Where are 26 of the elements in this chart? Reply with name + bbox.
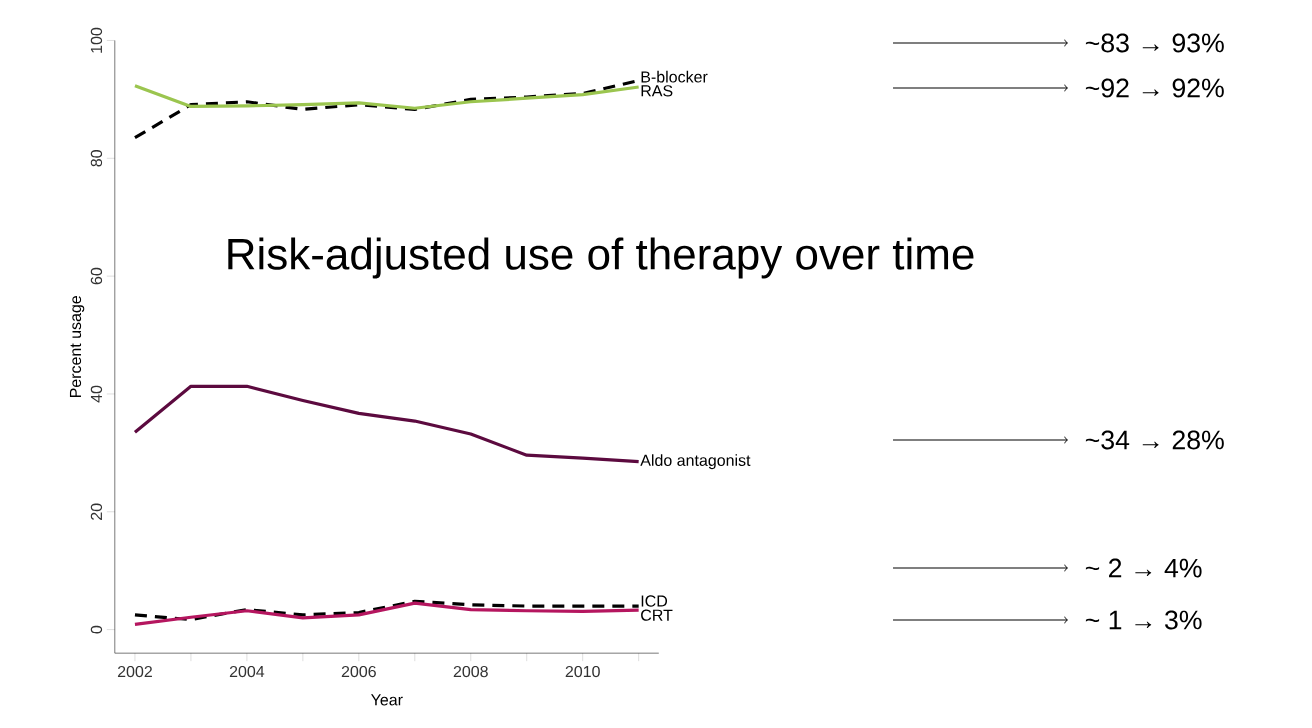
text: ~ 1 → 3%: [1085, 610, 1202, 630]
x-tick-label: 2006: [341, 665, 376, 678]
x-tick-label: 2008: [453, 665, 488, 678]
series-label: B-blocker: [641, 70, 708, 83]
x-tick-label: 2004: [229, 665, 265, 678]
y-tick-label: 80: [90, 150, 103, 167]
y-tick-label: 60: [90, 267, 103, 285]
text: Risk-adjusted use of therapy over time: [228, 237, 974, 279]
series-label: RAS: [641, 85, 673, 97]
text: ~83 → 93%: [1085, 33, 1224, 53]
x-axis-title: Year: [371, 694, 403, 706]
line-series: [133, 84, 641, 110]
text: ~34 → 28%: [1085, 430, 1224, 450]
series-label: ICD: [641, 595, 668, 607]
y-tick-label: 20: [90, 503, 103, 520]
text: ~92 → 92%: [1085, 78, 1224, 98]
y-tick-label: 0: [90, 625, 103, 634]
series-label: CRT: [641, 609, 673, 621]
line-series: [133, 384, 641, 464]
x-tick-label: 2002: [117, 665, 152, 678]
y-tick-label: 100: [90, 27, 103, 53]
series-label: Aldo antagonist: [640, 454, 751, 470]
x-tick-label: 2010: [565, 665, 600, 678]
y-tick-label: 40: [90, 385, 103, 403]
text: ~ 2 → 4%: [1085, 558, 1202, 578]
y-axis-title: Percent usage: [69, 295, 85, 398]
